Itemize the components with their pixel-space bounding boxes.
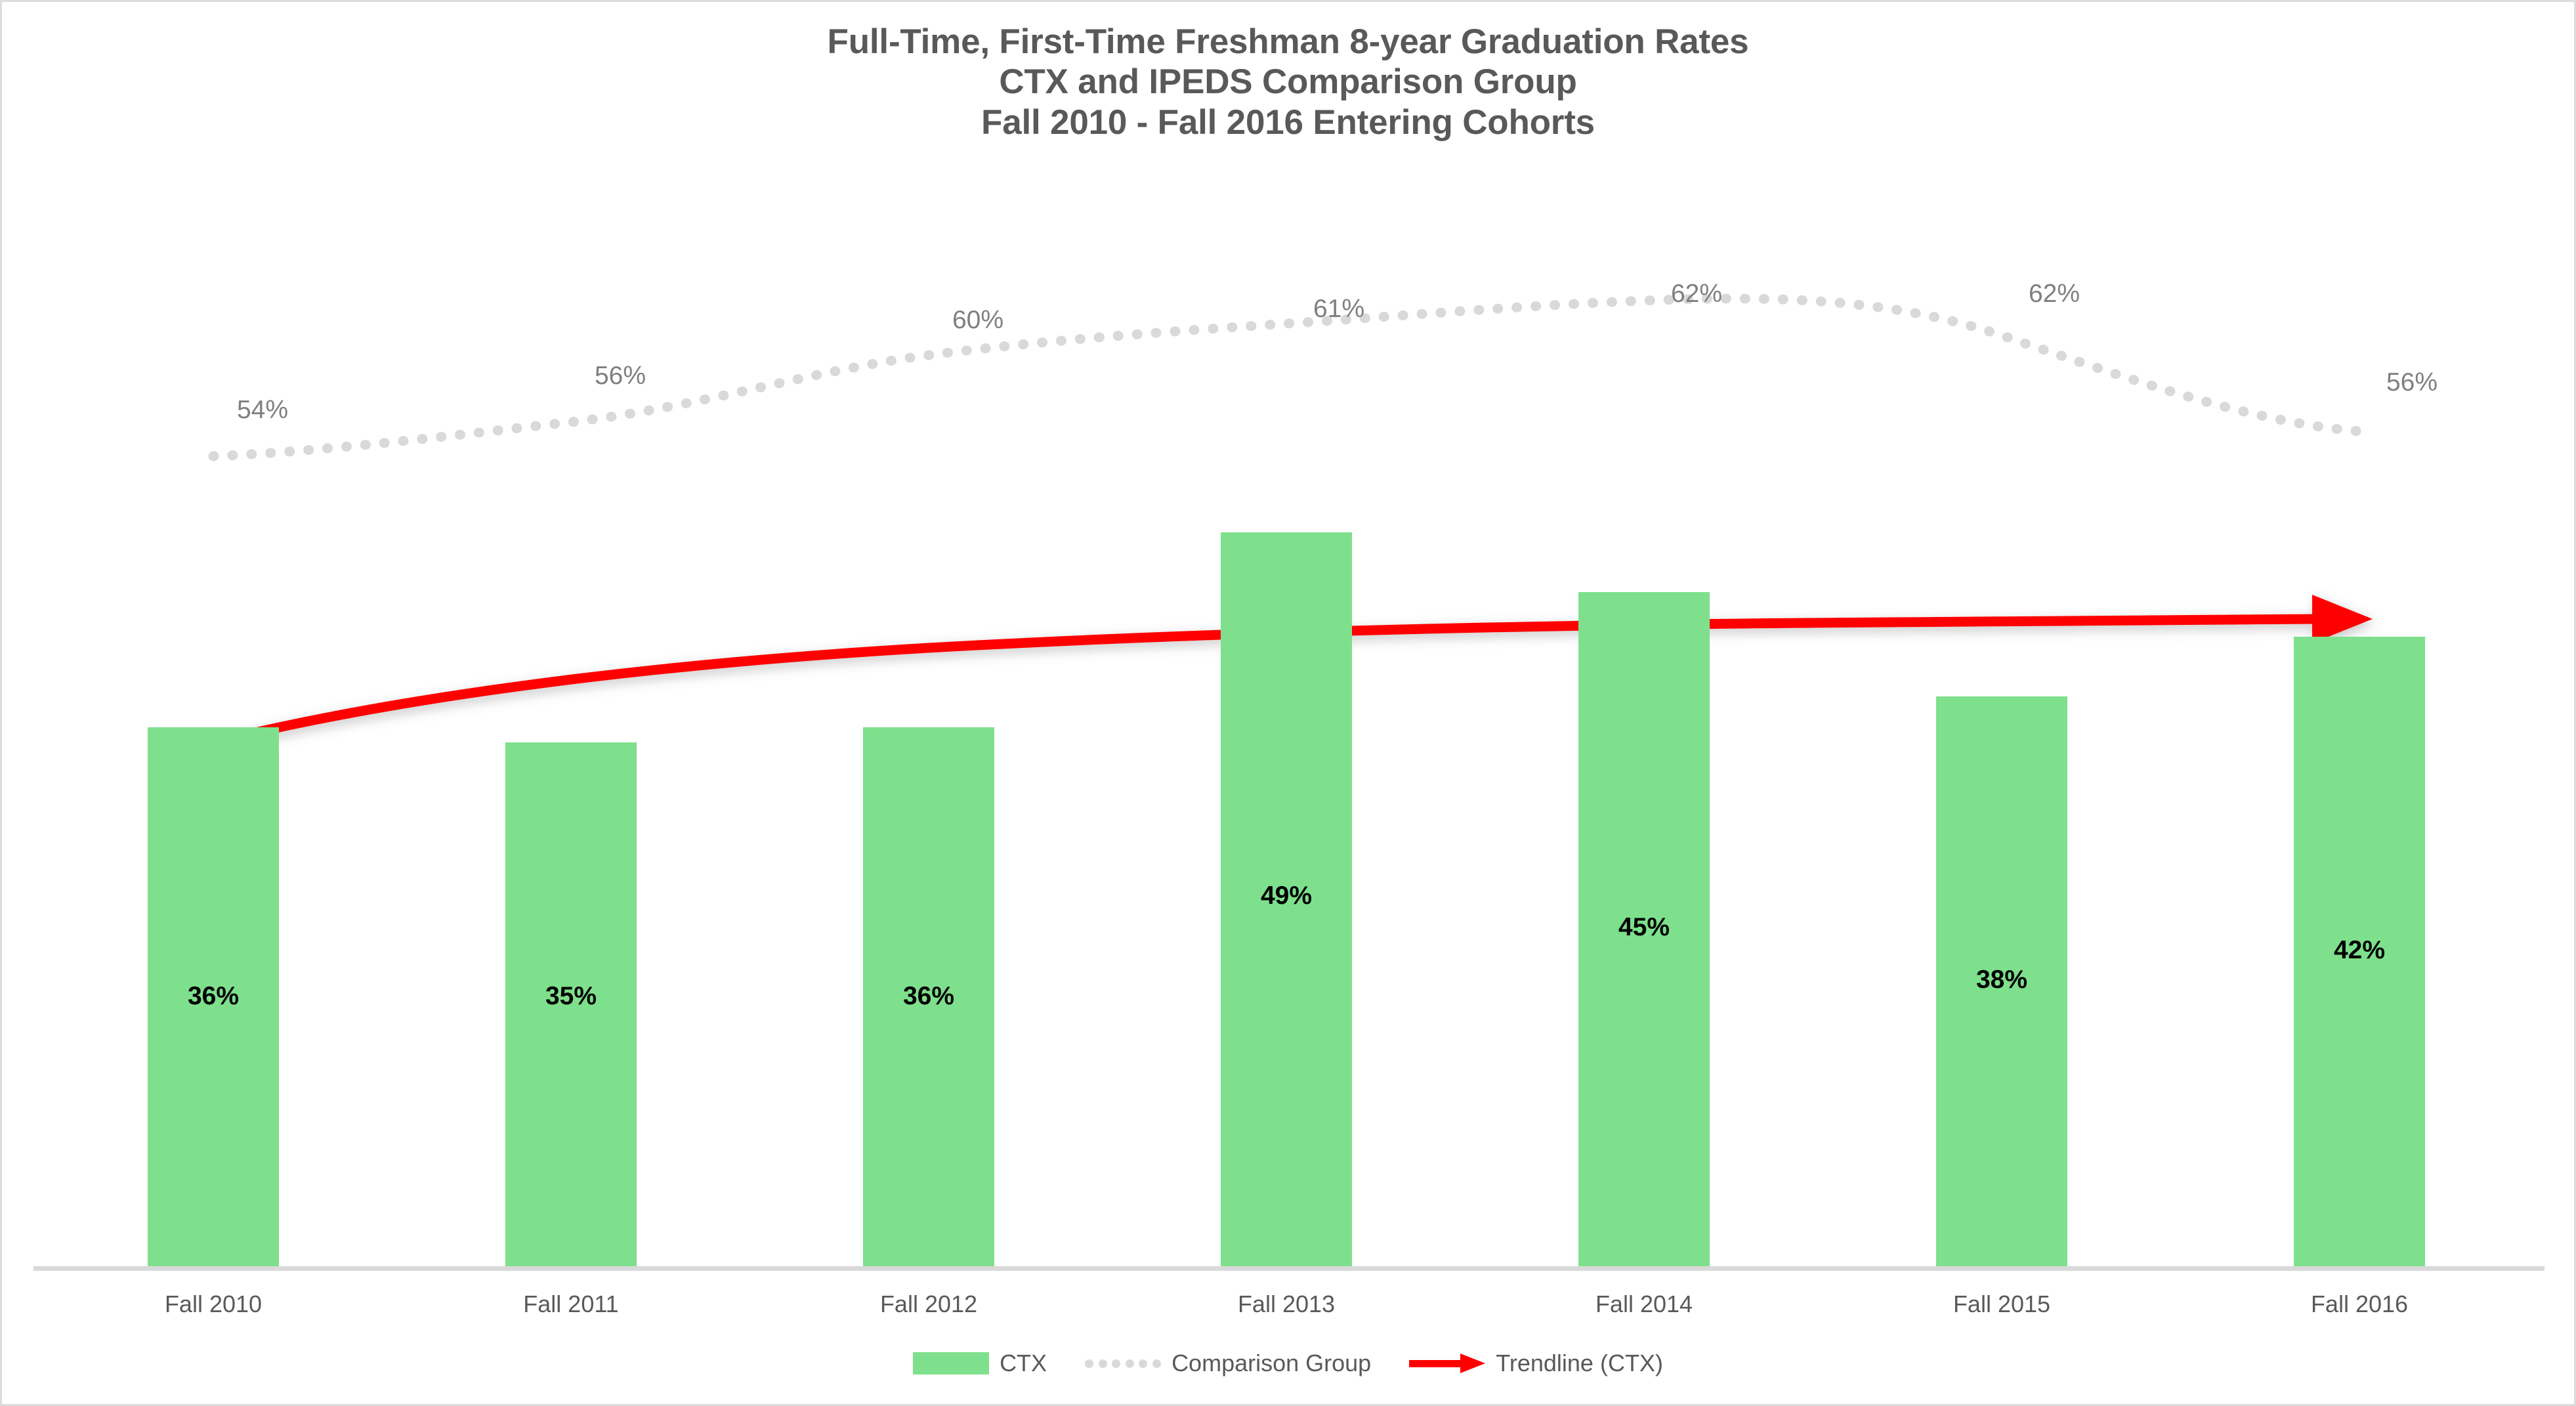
chart-title-line-2: CTX and IPEDS Comparison Group	[999, 62, 1577, 102]
bar-value-label-fall-2014: 45%	[1618, 913, 1670, 941]
bar-fall-2010[interactable]	[148, 727, 279, 1266]
legend-label-ctx: CTX	[1000, 1350, 1047, 1376]
bar-value-label-fall-2013: 49%	[1260, 882, 1313, 910]
comparison-value-label-fall-2011: 56%	[594, 362, 646, 390]
x-axis-line	[33, 1266, 2544, 1271]
comparison-value-label-fall-2014: 62%	[1670, 280, 1723, 308]
x-axis-label-fall-2011: Fall 2011	[523, 1290, 619, 1317]
comparison-group-line	[208, 293, 2365, 461]
bar-fall-2016[interactable]	[2294, 637, 2425, 1266]
legend-item-trendline[interactable]: Trendline (CTX)	[1409, 1350, 1663, 1377]
bar-value-label-fall-2015: 38%	[1975, 966, 2028, 994]
legend-label-trendline: Trendline (CTX)	[1496, 1350, 1663, 1376]
comparison-value-label-fall-2013: 61%	[1313, 295, 1365, 323]
red-arrow-icon	[1409, 1352, 1486, 1374]
comparison-value-label-fall-2015: 62%	[2028, 280, 2080, 308]
bar-fall-2013[interactable]	[1221, 532, 1352, 1266]
chart-title-line-3: Fall 2010 - Fall 2016 Entering Cohorts	[981, 102, 1595, 142]
bar-value-label-fall-2011: 35%	[545, 982, 597, 1010]
x-axis-label-fall-2016: Fall 2016	[2310, 1290, 2409, 1317]
dotted-line-icon	[1085, 1352, 1162, 1374]
bar-swatch-icon	[913, 1352, 990, 1374]
chart-title-line-1: Full-Time, First-Time Freshman 8-year Gr…	[827, 22, 1749, 61]
legend-item-ctx[interactable]: CTX	[913, 1350, 1047, 1377]
bar-fall-2012[interactable]	[863, 727, 994, 1266]
comparison-value-label-fall-2016: 56%	[2386, 368, 2438, 396]
bar-value-label-fall-2012: 36%	[902, 982, 955, 1010]
x-axis-label-fall-2014: Fall 2014	[1595, 1290, 1693, 1317]
x-axis-label-fall-2010: Fall 2010	[164, 1290, 263, 1317]
chart-title: Full-Time, First-Time Freshman 8-year Gr…	[2, 22, 2574, 142]
bar-value-label-fall-2010: 36%	[187, 982, 240, 1010]
chart-legend: CTX Comparison Group Trendline (CTX)	[2, 1350, 2574, 1377]
legend-item-comparison-group[interactable]: Comparison Group	[1085, 1350, 1371, 1377]
x-axis-label-fall-2015: Fall 2015	[1953, 1290, 2051, 1317]
bar-fall-2014[interactable]	[1578, 592, 1710, 1266]
bar-fall-2011[interactable]	[505, 742, 637, 1266]
bar-value-label-fall-2016: 42%	[2333, 936, 2386, 964]
bar-fall-2015[interactable]	[1936, 696, 2067, 1266]
legend-label-comparison-group: Comparison Group	[1172, 1350, 1372, 1376]
x-axis-label-fall-2013: Fall 2013	[1237, 1290, 1336, 1317]
comparison-value-label-fall-2012: 60%	[952, 306, 1004, 334]
x-axis-label-fall-2012: Fall 2012	[879, 1290, 978, 1317]
comparison-value-label-fall-2010: 54%	[236, 396, 289, 424]
